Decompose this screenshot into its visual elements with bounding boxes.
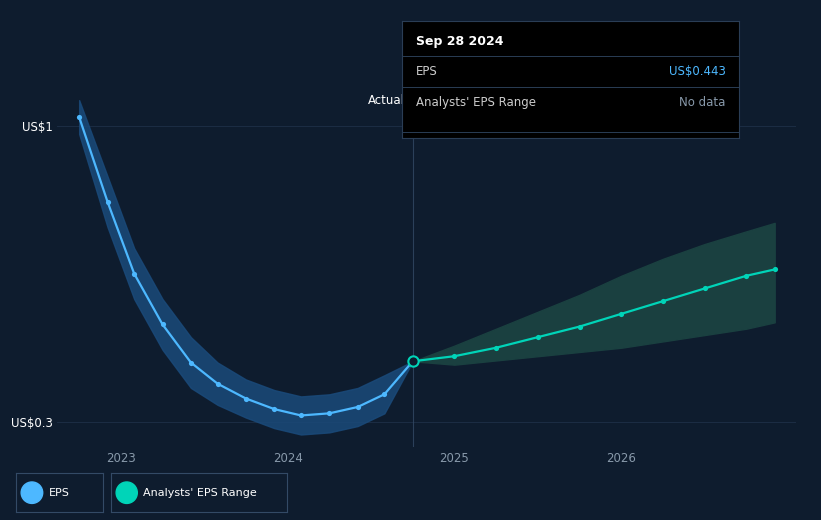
Point	[323, 409, 336, 418]
Text: Sep 28 2024: Sep 28 2024	[415, 35, 503, 48]
Point	[72, 113, 85, 121]
Point	[268, 405, 281, 413]
Ellipse shape	[21, 482, 43, 503]
Point	[489, 344, 502, 352]
Point	[378, 390, 391, 398]
Text: EPS: EPS	[49, 488, 70, 498]
Point	[656, 297, 669, 305]
Point	[531, 333, 544, 341]
Text: Analysts' EPS Range: Analysts' EPS Range	[415, 96, 536, 109]
Text: Analysts Forecasts: Analysts Forecasts	[420, 94, 530, 107]
Text: US$0.443: US$0.443	[668, 65, 726, 78]
Point	[351, 403, 365, 411]
Point	[768, 265, 782, 274]
Point	[615, 310, 628, 318]
Point	[127, 269, 140, 278]
Point	[211, 380, 224, 388]
Text: Actual: Actual	[369, 94, 406, 107]
Point	[406, 357, 420, 366]
Point	[573, 322, 586, 331]
Point	[156, 320, 169, 329]
Point	[740, 271, 753, 280]
Point	[185, 358, 198, 367]
Point	[295, 411, 308, 420]
Text: EPS: EPS	[415, 65, 438, 78]
Point	[101, 198, 114, 206]
Ellipse shape	[116, 482, 137, 503]
Point	[406, 357, 420, 366]
Text: Analysts' EPS Range: Analysts' EPS Range	[143, 488, 256, 498]
Point	[448, 352, 461, 360]
Point	[698, 284, 711, 293]
Point	[240, 394, 253, 402]
Text: No data: No data	[679, 96, 726, 109]
